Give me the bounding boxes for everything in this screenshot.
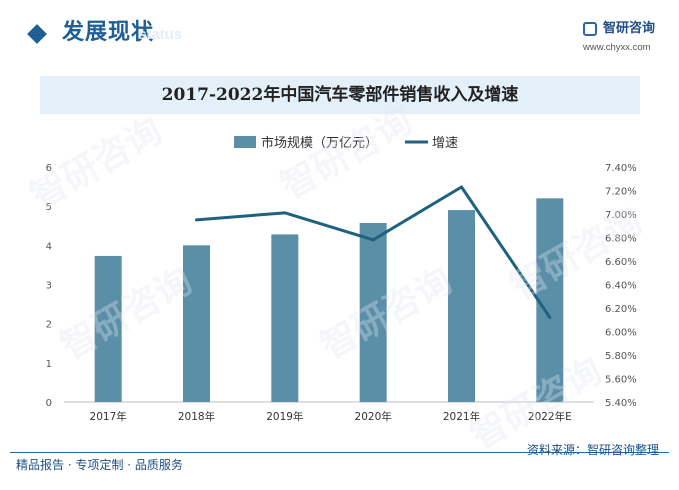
bar — [271, 234, 299, 402]
y-left-tick-label: 0 — [46, 398, 52, 409]
x-tick-label: 2019年 — [266, 410, 303, 423]
growth-point — [548, 315, 552, 319]
y-right-tick-label: 7.20% — [605, 187, 637, 198]
y-right-tick-label: 7.00% — [605, 210, 637, 221]
legend: 市场规模（万亿元） 增速 — [234, 135, 458, 151]
y-right-tick-label: 7.40% — [605, 163, 637, 174]
source-note: 资料来源：智研咨询整理 — [526, 443, 659, 457]
logo-icon — [583, 22, 597, 36]
header: 发展现状 status 智研咨询 www.chyxx.com — [0, 0, 679, 62]
legend-swatch-bar — [234, 136, 256, 148]
title-band: 2017-2022年中国汽车零部件销售收入及增速 — [40, 76, 640, 114]
growth-point — [283, 211, 287, 215]
logo-name: 智研咨询 — [603, 21, 656, 36]
x-tick-label: 2021年 — [443, 410, 480, 423]
growth-line — [195, 185, 552, 319]
chart-title: 2017-2022年中国汽车零部件销售收入及增速 — [161, 85, 519, 105]
x-tick-label: 2018年 — [178, 410, 215, 423]
bar — [359, 223, 387, 402]
y-right-tick-label: 6.80% — [605, 234, 637, 245]
y-right-tick-label: 6.60% — [605, 257, 637, 268]
y-right-tick-label: 6.00% — [605, 328, 637, 339]
section-subtitle: status — [138, 26, 183, 43]
bar — [94, 255, 122, 402]
bar — [183, 245, 210, 402]
logo-url: www.chyxx.com — [583, 42, 651, 53]
y-left-tick-label: 5 — [46, 202, 52, 213]
y-left-tick-label: 6 — [46, 163, 52, 174]
y-left-tick-label: 3 — [46, 281, 52, 292]
brand-logo: 智研咨询 www.chyxx.com — [583, 20, 677, 56]
bar — [448, 210, 475, 402]
y-left-tick-label: 2 — [46, 320, 52, 331]
bars — [94, 198, 564, 402]
legend-label-bar: 市场规模（万亿元） — [261, 135, 378, 151]
y-right-tick-label: 5.80% — [605, 351, 637, 362]
y-right-tick-label: 6.20% — [605, 304, 637, 315]
x-tick-label: 2020年 — [355, 410, 392, 423]
y-left-tick-label: 4 — [46, 241, 52, 252]
bar — [536, 198, 564, 402]
y-left-tick-label: 1 — [46, 359, 52, 370]
footer-divider — [10, 452, 669, 453]
x-tick-label: 2022年E — [528, 410, 572, 423]
axes: 0 1 2 3 4 5 6 5.40% 5.60% 5.80% 6.00% 6.20% 6.40% 6.6… — [46, 163, 637, 423]
section-title: 发展现状 — [62, 20, 155, 45]
legend-label-line: 增速 — [432, 136, 458, 151]
footer-tagline: 精品报告 · 专项定制 · 品质服务 — [16, 458, 183, 472]
growth-point — [460, 185, 463, 189]
x-tick-label: 2017年 — [90, 410, 127, 423]
growth-point — [371, 238, 375, 242]
y-right-tick-label: 5.40% — [605, 398, 637, 409]
y-right-tick-label: 5.60% — [605, 375, 637, 386]
y-right-tick-label: 6.40% — [605, 281, 637, 292]
growth-point — [195, 218, 198, 222]
